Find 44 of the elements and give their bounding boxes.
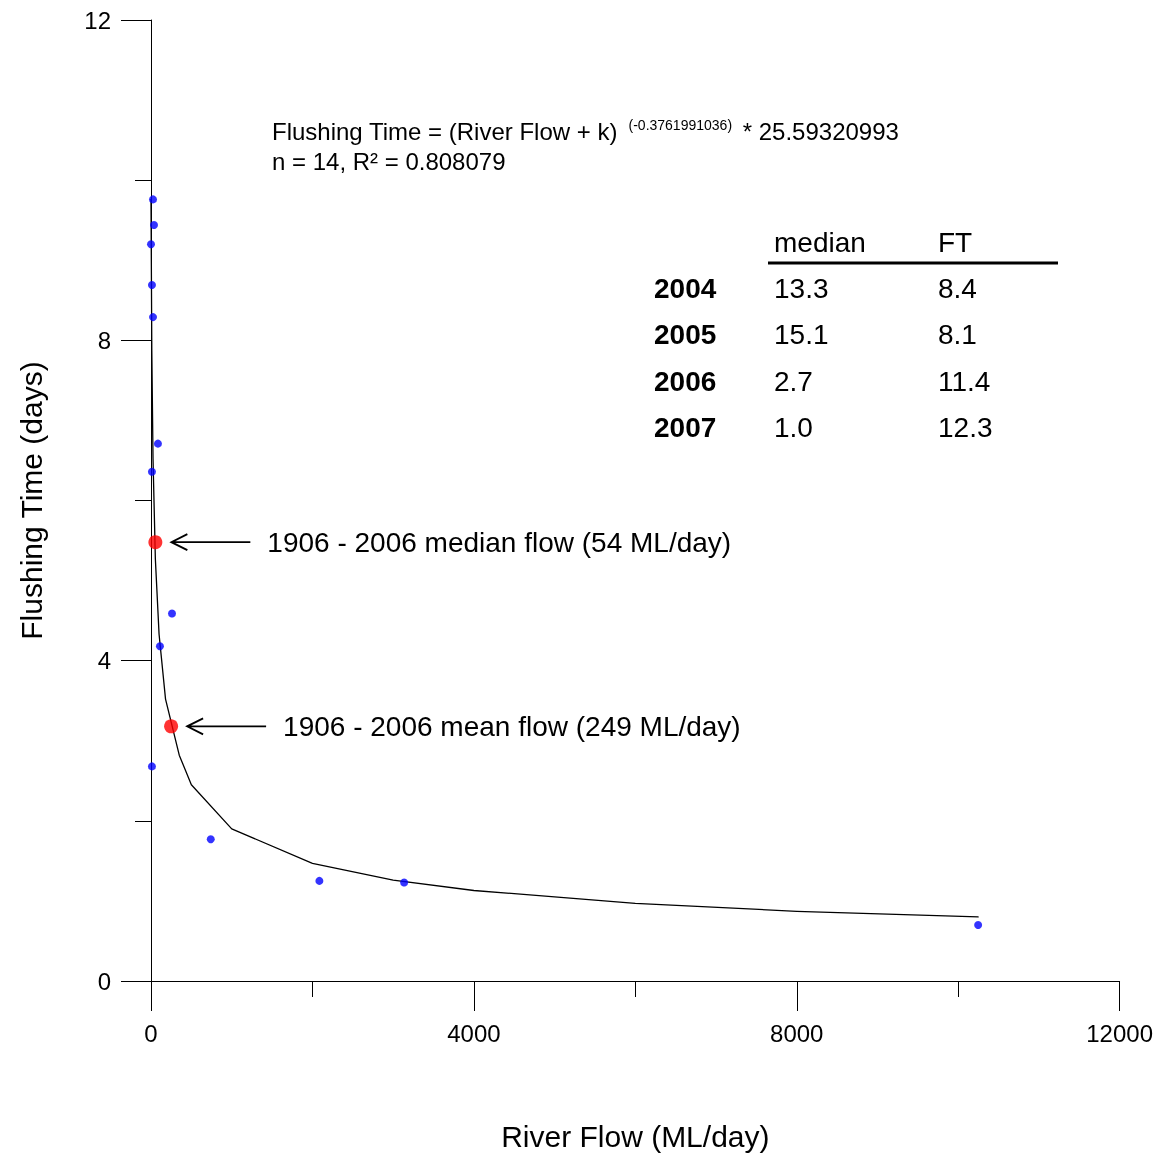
- annotation: 8.1: [938, 319, 977, 350]
- annotation: 13.3: [774, 272, 829, 304]
- point: [149, 221, 158, 230]
- x-tick-label: 4000: [447, 1019, 501, 1047]
- x-axis-title: River Flow (ML/day): [501, 1119, 770, 1153]
- annotation: 2006: [654, 365, 717, 397]
- point: [153, 439, 162, 448]
- point: [149, 313, 158, 322]
- point: [155, 642, 164, 651]
- point: [315, 876, 324, 885]
- point: [147, 762, 156, 771]
- annotation: 12.3: [938, 412, 993, 443]
- annotation: 2005: [654, 319, 717, 350]
- point: [164, 719, 179, 734]
- annotation: Flushing Time = (River Flow + k) (-0.3761991036) * 25.59320993: [272, 117, 899, 145]
- point: [148, 535, 163, 550]
- y-tick-label: 0: [97, 967, 111, 995]
- x-tick-label: 0: [144, 1019, 158, 1047]
- annotation: 15.1: [774, 319, 829, 350]
- y-tick-label: 8: [97, 326, 111, 354]
- point: [147, 240, 155, 249]
- x-tick-label: 8000: [770, 1019, 824, 1047]
- point: [149, 195, 158, 204]
- x-tick-label: 12000: [1086, 1019, 1154, 1047]
- y-tick-label: 4: [97, 647, 111, 675]
- annotation: 1906 - 2006 mean flow (249 ML/day): [283, 710, 741, 742]
- annotation: 11.4: [938, 365, 991, 397]
- point: [400, 878, 409, 887]
- annotation: 2007: [654, 412, 717, 443]
- y-tick-label: 12: [84, 6, 111, 34]
- annotation: 1906 - 2006 median flow (54 ML/day): [267, 526, 732, 558]
- y-axis-title: Flushing Time (days): [14, 361, 48, 640]
- annotation: 2004: [654, 272, 717, 304]
- point: [147, 281, 156, 290]
- point: [974, 920, 983, 929]
- point: [147, 467, 156, 476]
- annotation: 2.7: [774, 365, 813, 397]
- annotation: n = 14, R² = 0.808079: [272, 147, 506, 175]
- annotation: median: [774, 226, 866, 258]
- annotation: 1.0: [774, 412, 813, 443]
- point: [206, 835, 215, 844]
- annotation: FT: [938, 226, 973, 258]
- annotation: 8.4: [938, 272, 977, 304]
- point: [168, 609, 176, 618]
